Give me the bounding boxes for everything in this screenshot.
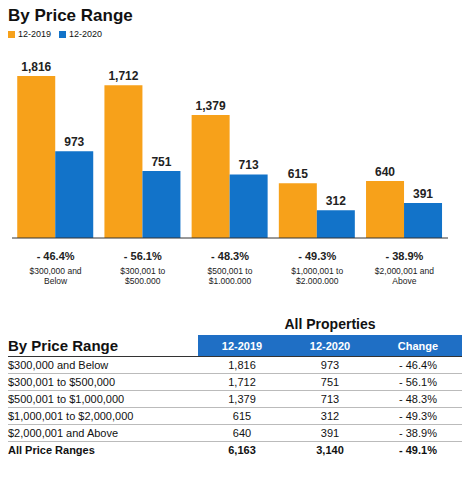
svg-text:391: 391 xyxy=(413,187,433,201)
svg-text:$500,000: $500,000 xyxy=(125,276,161,284)
html-text:$2,000,001 and Above: $2,000,001 and Above xyxy=(8,427,119,439)
svg-text:- 49.3%: - 49.3% xyxy=(298,250,336,262)
html-text:- 56.1%: - 56.1% xyxy=(399,376,437,388)
html-text:12-2019: 12-2019 xyxy=(221,339,263,352)
html-text:1,816: 1,816 xyxy=(228,359,256,371)
html-text:6,163: 6,163 xyxy=(228,444,256,456)
svg-text:1,816: 1,816 xyxy=(21,60,51,74)
html-text:12-2020: 12-2020 xyxy=(309,339,351,352)
html-text:$500,001 to $1,000,000: $500,001 to $1,000,000 xyxy=(8,393,125,405)
html-text:1,712: 1,712 xyxy=(228,376,256,388)
html-text:By Price Range: By Price Range xyxy=(8,337,118,354)
svg-text:312: 312 xyxy=(326,194,346,208)
html-text:- 46.4%: - 46.4% xyxy=(399,359,437,371)
svg-text:$1,000,001 to: $1,000,001 to xyxy=(291,266,343,276)
html-text:973: 973 xyxy=(320,359,340,371)
html-text:All Price Ranges: All Price Ranges xyxy=(8,444,95,456)
svg-text:- 38.9%: - 38.9% xyxy=(385,250,423,262)
svg-text:$2,000,001 and: $2,000,001 and xyxy=(375,266,434,276)
html-text:615: 615 xyxy=(232,410,252,422)
svg-text:751: 751 xyxy=(151,155,171,169)
html-text:751: 751 xyxy=(320,376,340,388)
html-text:391: 391 xyxy=(320,427,340,439)
svg-text:- 48.3%: - 48.3% xyxy=(211,250,249,262)
svg-text:$1,000,000: $1,000,000 xyxy=(209,276,252,284)
html-text:All Properties: All Properties xyxy=(284,316,376,332)
svg-text:$500,001 to: $500,001 to xyxy=(208,266,253,276)
html-text:- 38.9%: - 38.9% xyxy=(399,427,437,439)
html-text:Change: Change xyxy=(397,339,439,352)
svg-text:- 46.4%: - 46.4% xyxy=(37,250,75,262)
svg-text:615: 615 xyxy=(288,167,308,181)
html-text:$1,000,001 to $2,000,000: $1,000,001 to $2,000,000 xyxy=(8,410,134,422)
html-text:- 49.1%: - 49.1% xyxy=(399,444,437,456)
html-text:- 49.3%: - 49.3% xyxy=(399,410,437,422)
html-text:312: 312 xyxy=(320,410,340,422)
html-text:$300,000 and Below: $300,000 and Below xyxy=(8,359,109,371)
html-text:12-2020: 12-2020 xyxy=(69,29,103,39)
svg-text:Below: Below xyxy=(44,276,68,284)
svg-text:- 56.1%: - 56.1% xyxy=(124,250,162,262)
html-text:12-2019: 12-2019 xyxy=(18,29,51,39)
html-text:3,140: 3,140 xyxy=(316,444,344,456)
svg-text:$2,000,000: $2,000,000 xyxy=(296,276,339,284)
svg-text:$300,001 to: $300,001 to xyxy=(120,266,165,276)
svg-text:1,379: 1,379 xyxy=(196,99,226,113)
svg-text:713: 713 xyxy=(239,158,259,172)
html-text:640: 640 xyxy=(232,427,252,439)
html-text:- 48.3%: - 48.3% xyxy=(399,393,437,405)
svg-text:973: 973 xyxy=(64,135,84,149)
svg-text:$300,000 and: $300,000 and xyxy=(30,266,82,276)
html-text:713: 713 xyxy=(320,393,340,405)
html-text:1,379: 1,379 xyxy=(228,393,256,405)
html-text:By Price Range: By Price Range xyxy=(8,6,133,25)
svg-text:640: 640 xyxy=(375,165,395,179)
svg-text:Above: Above xyxy=(392,276,416,284)
svg-text:1,712: 1,712 xyxy=(108,69,138,83)
html-text:$300,001 to $500,000: $300,001 to $500,000 xyxy=(8,376,115,388)
